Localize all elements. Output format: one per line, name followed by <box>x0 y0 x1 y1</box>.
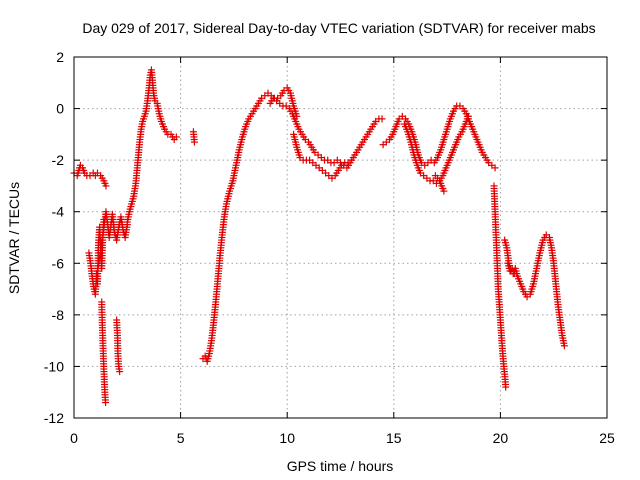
y-tick-label: -4 <box>52 204 65 220</box>
x-tick-label: 25 <box>599 430 615 446</box>
data-point <box>491 164 499 172</box>
data-point <box>116 368 124 376</box>
y-tick-label: -12 <box>44 410 64 426</box>
x-tick-label: 15 <box>386 430 402 446</box>
x-tick-label: 20 <box>493 430 509 446</box>
y-tick-label: -10 <box>44 358 64 374</box>
y-tick-label: -6 <box>52 255 65 271</box>
chart-title: Day 029 of 2017, Sidereal Day-to-day VTE… <box>82 20 595 36</box>
data-points <box>70 66 568 407</box>
x-tick-label: 5 <box>177 430 185 446</box>
y-tick-label: -2 <box>52 152 65 168</box>
y-tick-label: -8 <box>52 307 65 323</box>
data-point <box>560 342 568 350</box>
y-axis-label: SDTVAR / TECUs <box>6 182 22 294</box>
y-tick-label: 0 <box>56 101 64 117</box>
x-tick-label: 0 <box>70 430 78 446</box>
data-point <box>464 112 472 120</box>
data-point <box>100 215 108 223</box>
data-point <box>510 270 518 278</box>
x-axis-label: GPS time / hours <box>287 458 394 474</box>
data-point <box>378 115 386 123</box>
y-tick-label: 2 <box>56 49 64 65</box>
grid <box>74 57 607 418</box>
x-tick-label: 10 <box>279 430 295 446</box>
data-point <box>344 159 352 167</box>
data-point <box>502 383 510 391</box>
data-point <box>172 133 180 141</box>
data-point <box>190 138 198 146</box>
data-point <box>102 399 110 407</box>
data-point <box>440 187 448 195</box>
data-point <box>102 182 110 190</box>
plot-frame <box>73 56 608 419</box>
